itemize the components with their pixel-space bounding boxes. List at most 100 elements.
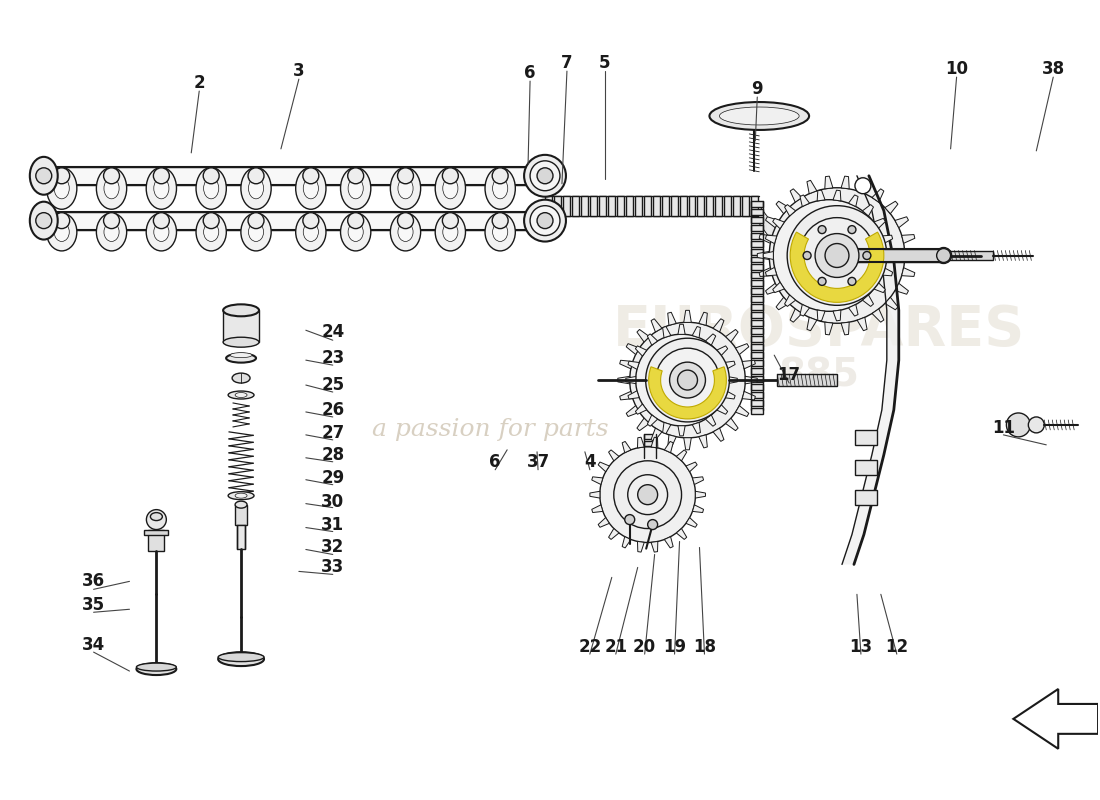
Circle shape	[815, 234, 859, 278]
Polygon shape	[895, 283, 909, 294]
Ellipse shape	[341, 167, 371, 210]
Polygon shape	[742, 360, 756, 369]
Polygon shape	[686, 462, 697, 472]
Text: 6: 6	[490, 453, 500, 470]
Bar	[697, 196, 704, 216]
Polygon shape	[726, 418, 738, 430]
Ellipse shape	[146, 167, 176, 210]
Circle shape	[769, 188, 905, 323]
Bar	[734, 196, 740, 216]
Bar	[751, 392, 763, 398]
Ellipse shape	[235, 501, 248, 508]
Circle shape	[638, 485, 658, 505]
Text: 10: 10	[945, 60, 968, 78]
Polygon shape	[713, 318, 724, 332]
Polygon shape	[698, 312, 707, 326]
Polygon shape	[800, 195, 810, 206]
Ellipse shape	[249, 178, 264, 199]
Circle shape	[628, 474, 668, 514]
Text: 36: 36	[82, 572, 106, 590]
Polygon shape	[884, 298, 898, 310]
Polygon shape	[651, 428, 662, 442]
Ellipse shape	[241, 167, 272, 210]
Circle shape	[249, 213, 264, 229]
Text: 28: 28	[321, 446, 344, 464]
Polygon shape	[724, 390, 735, 399]
Bar	[751, 265, 763, 270]
Polygon shape	[647, 415, 658, 426]
Bar	[680, 196, 686, 216]
Polygon shape	[833, 310, 840, 321]
Ellipse shape	[304, 178, 318, 199]
Bar	[238, 525, 245, 550]
Ellipse shape	[485, 213, 515, 251]
Bar	[751, 257, 763, 262]
Polygon shape	[895, 217, 909, 228]
Polygon shape	[664, 537, 673, 548]
Bar	[751, 281, 763, 286]
Ellipse shape	[104, 178, 119, 199]
Ellipse shape	[493, 178, 508, 199]
Bar	[652, 196, 660, 216]
Bar	[32, 167, 544, 185]
Polygon shape	[817, 190, 825, 201]
Polygon shape	[651, 438, 658, 448]
Polygon shape	[1013, 689, 1098, 749]
Bar	[751, 288, 763, 294]
Circle shape	[803, 251, 811, 259]
Bar	[751, 368, 763, 374]
Circle shape	[103, 213, 120, 229]
Polygon shape	[763, 251, 773, 259]
Ellipse shape	[524, 155, 565, 197]
Circle shape	[670, 362, 705, 398]
Polygon shape	[590, 491, 600, 498]
Polygon shape	[695, 491, 705, 498]
Circle shape	[302, 168, 319, 184]
Circle shape	[646, 338, 729, 422]
Bar	[855, 430, 877, 445]
Polygon shape	[881, 267, 892, 276]
Circle shape	[1028, 417, 1044, 433]
Polygon shape	[628, 361, 639, 370]
Bar	[751, 273, 763, 278]
Wedge shape	[649, 366, 726, 419]
Polygon shape	[705, 415, 716, 426]
Polygon shape	[608, 529, 619, 539]
Bar	[751, 336, 763, 342]
Polygon shape	[742, 391, 756, 400]
Bar	[751, 312, 763, 318]
Bar	[751, 360, 763, 366]
Ellipse shape	[398, 178, 414, 199]
Ellipse shape	[341, 213, 371, 251]
Bar	[751, 249, 763, 254]
Polygon shape	[857, 318, 867, 330]
Text: 30: 30	[321, 493, 344, 510]
Polygon shape	[668, 435, 676, 448]
Bar	[148, 530, 164, 551]
Polygon shape	[790, 189, 802, 202]
Ellipse shape	[204, 178, 219, 199]
Polygon shape	[676, 529, 686, 539]
Polygon shape	[904, 251, 916, 259]
Text: 20: 20	[634, 638, 657, 656]
Circle shape	[678, 370, 697, 390]
Bar	[644, 434, 656, 439]
Polygon shape	[884, 202, 898, 214]
Polygon shape	[693, 505, 704, 513]
Bar	[751, 217, 763, 222]
Text: 34: 34	[82, 636, 106, 654]
Polygon shape	[618, 376, 630, 384]
Polygon shape	[736, 406, 749, 417]
Text: EUROSPARES: EUROSPARES	[613, 303, 1025, 358]
Bar	[751, 241, 763, 246]
Polygon shape	[637, 418, 649, 430]
Bar	[751, 376, 763, 382]
Polygon shape	[848, 305, 858, 316]
Circle shape	[614, 461, 682, 529]
Polygon shape	[833, 190, 840, 201]
Circle shape	[629, 322, 746, 438]
Bar	[751, 400, 763, 406]
Polygon shape	[619, 391, 632, 400]
Text: 37: 37	[527, 453, 550, 470]
Polygon shape	[726, 330, 738, 342]
